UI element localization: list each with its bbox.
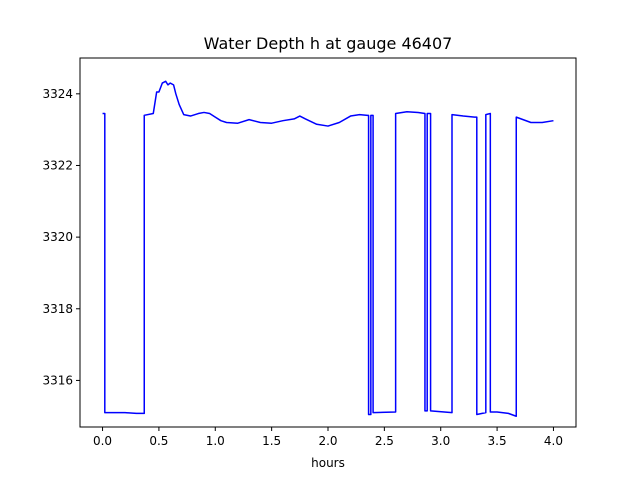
x-tick-label: 2.5 [375, 434, 394, 448]
y-tick-label: 3322 [42, 158, 73, 172]
chart-title: Water Depth h at gauge 46407 [204, 34, 453, 53]
y-tick-label: 3318 [42, 302, 73, 316]
series-line [102, 80, 554, 417]
x-tick-label: 2.0 [318, 434, 337, 448]
x-tick-label: 3.0 [431, 434, 450, 448]
x-tick-label: 0.0 [93, 434, 112, 448]
x-axis-label: hours [311, 456, 345, 470]
x-tick-label: 3.5 [488, 434, 507, 448]
x-tick-label: 4.0 [544, 434, 563, 448]
x-tick-label: 0.5 [149, 434, 168, 448]
y-tick-label: 3316 [42, 373, 73, 387]
y-axis-ticks: 3316 3318 3320 3322 3324 [42, 87, 80, 387]
x-tick-label: 1.5 [262, 434, 281, 448]
plot-area [79, 57, 577, 428]
x-axis-ticks: 0.0 0.5 1.0 1.5 2.0 2.5 3.0 3.5 4.0 [93, 427, 563, 448]
y-tick-label: 3320 [42, 230, 73, 244]
series-layer [102, 80, 554, 417]
y-tick-label: 3324 [42, 87, 73, 101]
axes-frame [79, 57, 577, 428]
x-tick-label: 1.0 [206, 434, 225, 448]
